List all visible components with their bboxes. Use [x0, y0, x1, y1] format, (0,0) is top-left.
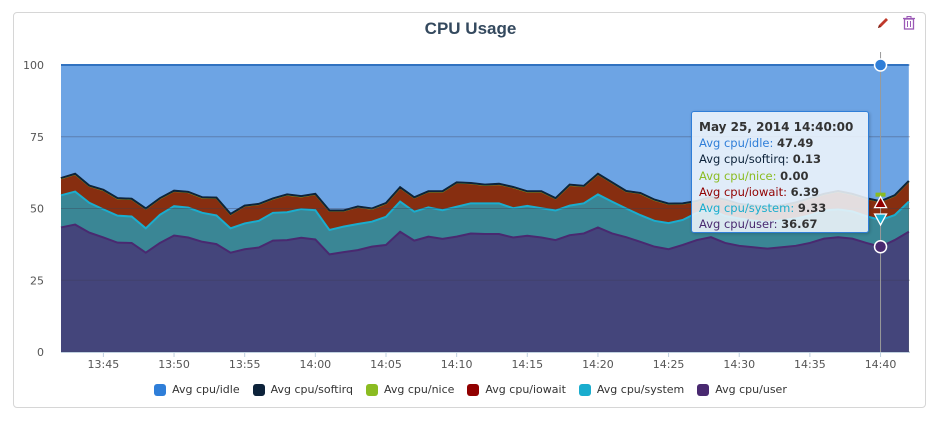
legend-item[interactable]: Avg cpu/softirq: [252, 383, 353, 396]
tooltip-header: May 25, 2014 14:40:00: [699, 120, 854, 134]
legend-item[interactable]: Avg cpu/idle: [154, 383, 240, 396]
legend-item[interactable]: Avg cpu/iowait: [467, 383, 566, 396]
tooltip-row: Avg cpu/system: 9.33: [699, 200, 868, 216]
x-tick-label: 14:10: [441, 358, 473, 371]
legend-label: Avg cpu/nice: [384, 383, 455, 396]
legend-swatch: [252, 383, 265, 396]
x-tick-label: 14:05: [370, 358, 402, 371]
tooltip-value: 6.39: [790, 184, 820, 199]
legend: Avg cpu/idle Avg cpu/softirq Avg cpu/nice A…: [0, 383, 941, 396]
chart-card: [13, 12, 926, 408]
tooltip-value: 9.33: [797, 201, 827, 216]
legend-swatch: [366, 383, 378, 396]
x-tick-label: 13:45: [88, 358, 120, 371]
legend-label: Avg cpu/iowait: [485, 383, 566, 396]
tooltip-label: Avg cpu/user:: [699, 217, 782, 232]
tooltip-row: Avg cpu/softirq: 0.13: [699, 151, 868, 167]
legend-item[interactable]: Avg cpu/nice: [366, 383, 454, 396]
tooltip-label: Avg cpu/iowait:: [699, 184, 791, 199]
x-tick-label: 14:30: [723, 358, 755, 371]
tooltip-label: Avg cpu/idle:: [699, 136, 778, 151]
tooltip-label: Avg cpu/softirq:: [699, 152, 793, 167]
marker-iowait: [873, 195, 888, 209]
tooltip-row: Avg cpu/idle: 47.49: [699, 135, 868, 151]
marker-user: [873, 240, 888, 254]
tooltip-label: Avg cpu/nice:: [699, 168, 781, 183]
x-tick-label: 14:35: [794, 358, 826, 371]
x-tick-label: 14:20: [582, 358, 614, 371]
marker-system: [873, 213, 888, 227]
tooltip-value: 0.00: [780, 168, 809, 183]
area-avg-cpu-user[interactable]: [61, 224, 909, 352]
y-tick-label: 100: [23, 59, 44, 72]
x-tick-label: 14:00: [299, 358, 331, 371]
tooltip-value: 0.13: [792, 152, 822, 167]
legend-swatch: [154, 383, 167, 396]
y-tick-label: 0: [37, 346, 44, 359]
x-tick-label: 14:15: [511, 358, 543, 371]
legend-label: Avg cpu/idle: [172, 383, 240, 396]
y-tick-label: 50: [30, 203, 44, 216]
legend-item[interactable]: Avg cpu/system: [578, 383, 685, 396]
legend-label: Avg cpu/user: [715, 383, 787, 396]
tooltip-row: Avg cpu/user: 36.67: [699, 216, 868, 232]
line-avg-cpu-user: [60, 223, 910, 256]
tooltip-value: 36.67: [781, 217, 818, 232]
tooltip: May 25, 2014 14:40:00 Avg cpu/idle: 47.4…: [691, 111, 869, 233]
trash-icon[interactable]: [902, 15, 916, 31]
tooltip-value: 47.49: [777, 136, 814, 151]
marker-idle: [873, 58, 888, 72]
tooltip-row: Avg cpu/iowait: 6.39: [699, 184, 868, 200]
y-tick-label: 75: [30, 131, 44, 144]
legend-swatch: [578, 383, 591, 396]
tooltip-row: Avg cpu/nice: 0.00: [699, 168, 868, 184]
legend-label: Avg cpu/softirq: [270, 383, 353, 396]
tooltip-label: Avg cpu/system:: [699, 201, 798, 216]
legend-swatch: [697, 383, 710, 396]
legend-item[interactable]: Avg cpu/user: [697, 383, 787, 396]
x-tick-label: 14:40: [865, 358, 897, 371]
y-tick-label: 25: [30, 274, 44, 287]
x-tick-label: 14:25: [653, 358, 685, 371]
pencil-icon[interactable]: [876, 15, 890, 31]
legend-swatch: [467, 383, 480, 396]
x-tick-label: 13:55: [229, 358, 261, 371]
chart-title: CPU Usage: [424, 19, 517, 38]
x-tick-label: 13:50: [158, 358, 190, 371]
marker-nice: [875, 192, 886, 197]
legend-label: Avg cpu/system: [596, 383, 685, 396]
